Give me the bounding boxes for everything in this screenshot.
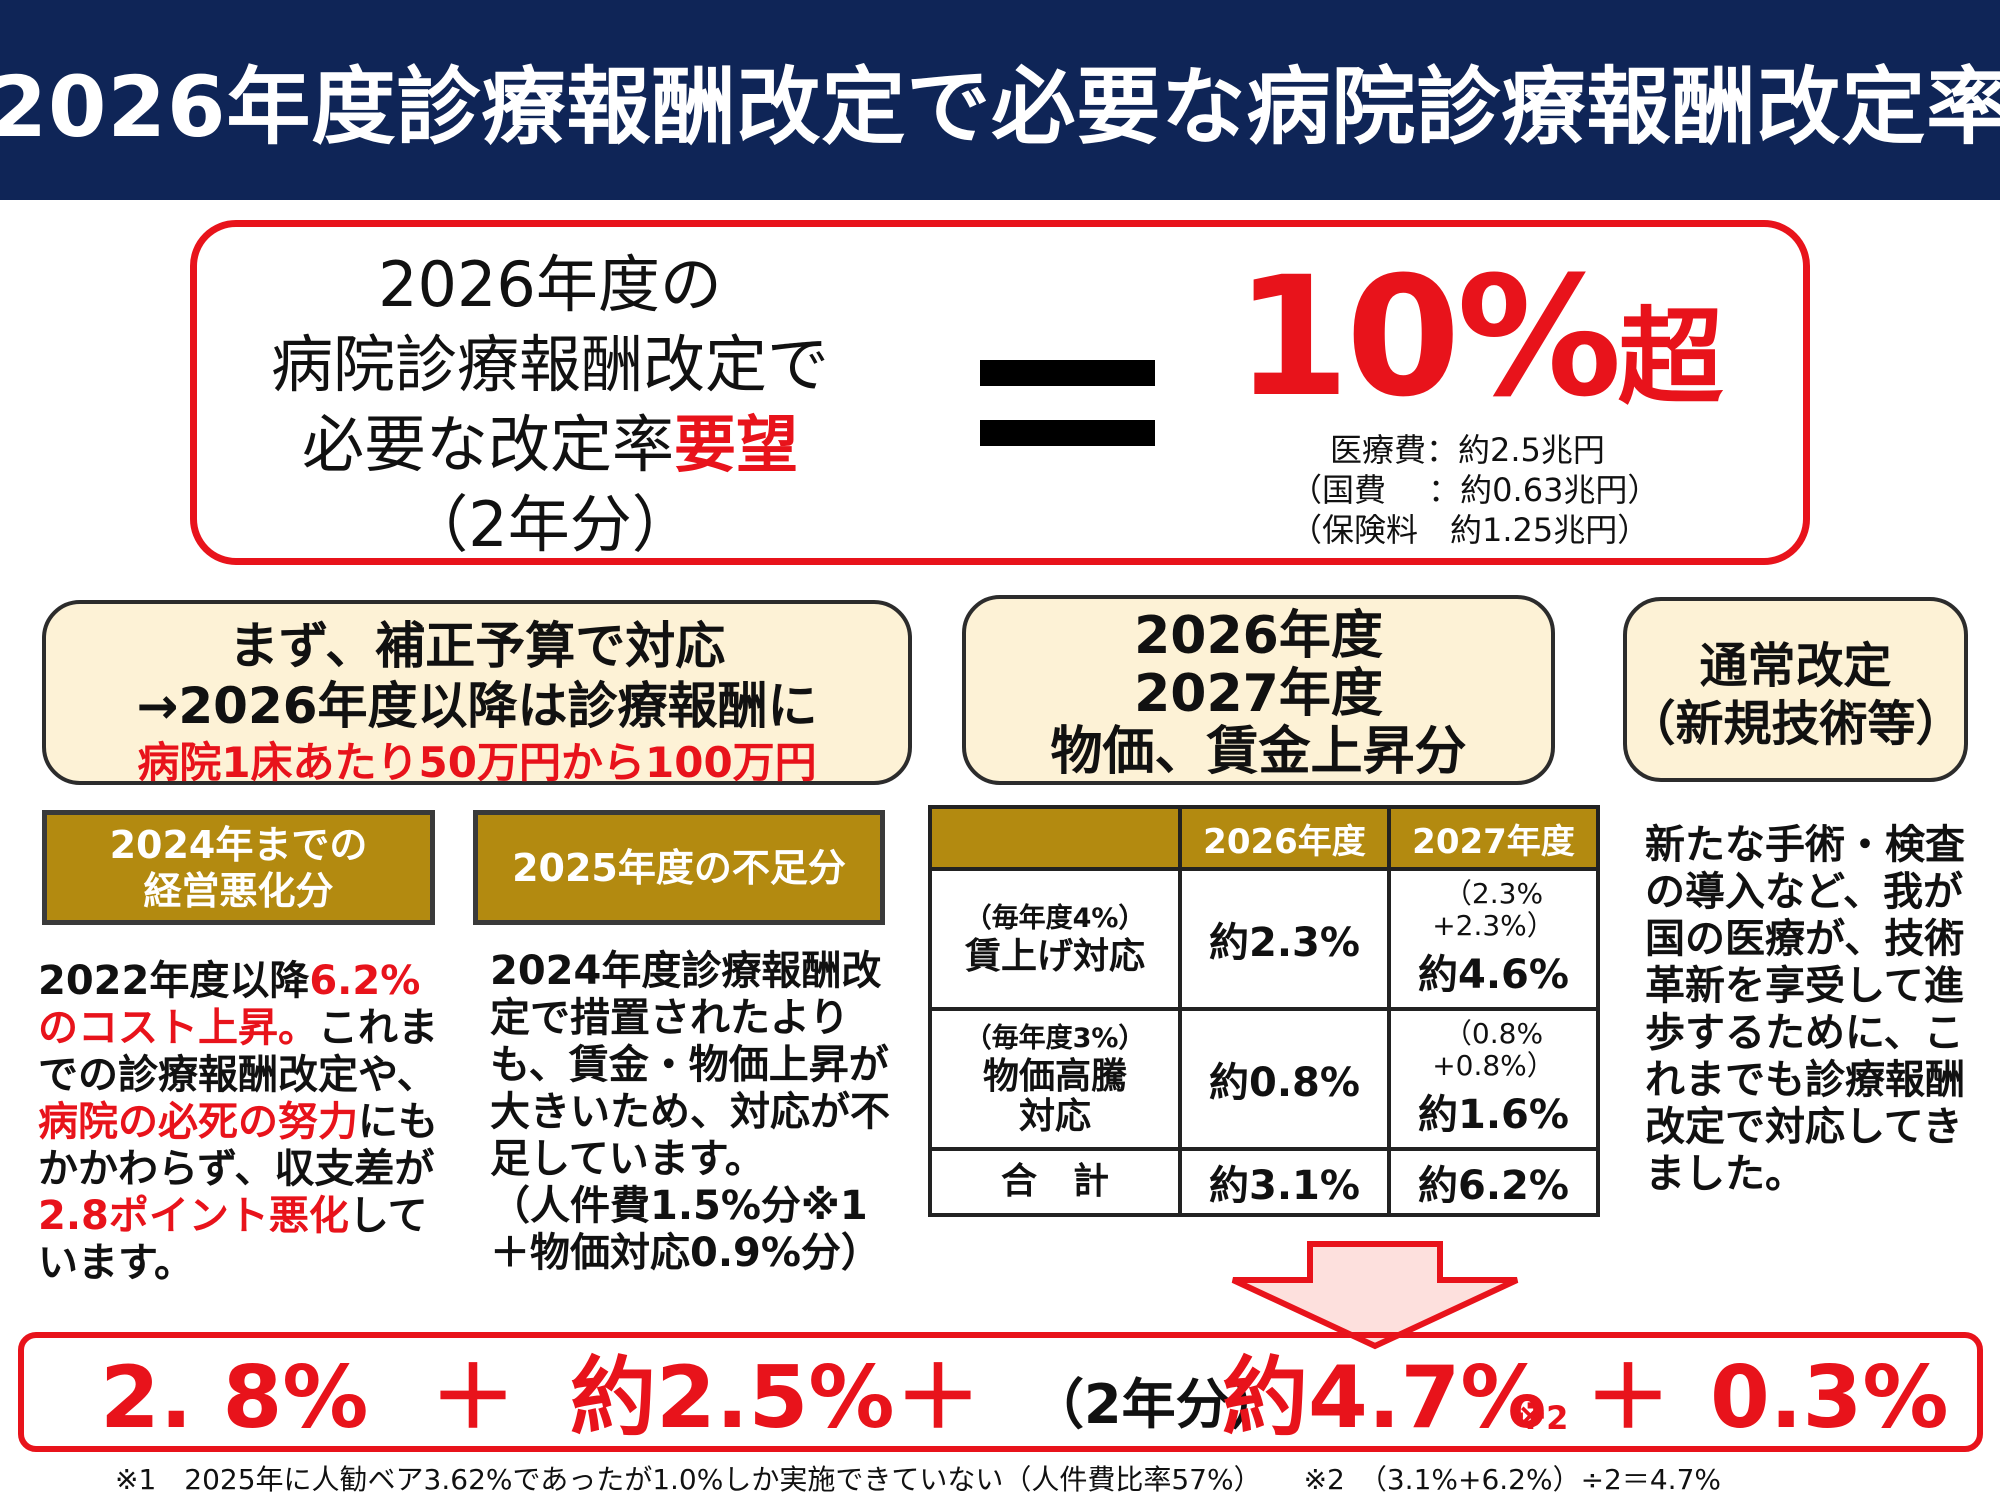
equals-sign <box>980 360 1155 480</box>
cost-line-insurance: （保険料 約1.25兆円） <box>1290 511 1650 549</box>
t2025-note: （人件費1.5%分※1 ＋物価対応0.9%分） <box>490 1183 881 1276</box>
row-label-price: （毎年度3%） 物価高騰 対応 <box>928 1007 1182 1151</box>
cell-total-2027: 約6.2% <box>1387 1147 1600 1217</box>
cost-breakdown: 医療費：約2.5兆円 （国費 ：約0.63兆円） （保険料 約1.25兆円） <box>1290 430 1659 550</box>
table-row: （毎年度3%） 物価高騰 対応 約0.8% （0.8% +0.8%） 約1.6% <box>928 1007 1600 1151</box>
required-rate-suffix: 超 <box>1617 297 1723 419</box>
cost-line-medical: 医療費：約2.5兆円 <box>1330 431 1605 469</box>
regular-revision-box: 通常改定 （新規技術等） <box>1623 597 1968 782</box>
row-sub-wage: （毎年度4%） <box>964 903 1146 934</box>
request-line-1: 2026年度の <box>378 248 722 321</box>
required-rate: 10%超 <box>1235 255 1723 420</box>
bukka-line-3: 物価、賃金上昇分 <box>1050 722 1467 782</box>
page-title: 2026年度診療報酬改定で必要な病院診療報酬改定率 <box>0 57 2000 156</box>
request-line-3a: 必要な改定率 <box>301 408 674 481</box>
label-2024-deterioration: 2024年までの 経営悪化分 <box>42 810 435 925</box>
t2024-p1: 2022年度以降 <box>38 958 310 1004</box>
cost-line-national: （国費 ：約0.63兆円） <box>1290 471 1660 509</box>
bukka-line-2: 2027年度 <box>1134 664 1383 724</box>
summary-note-2: ※2 <box>1515 1399 1569 1437</box>
row-label-total: 合 計 <box>928 1147 1182 1217</box>
required-rate-value: 10% <box>1235 241 1622 433</box>
hosei-line-2: →2026年度以降は診療報酬に <box>136 677 818 735</box>
equals-bar-top <box>980 360 1155 386</box>
wage-2027-note1: （2.3% <box>1443 877 1544 910</box>
supplementary-budget-box: まず、補正予算で対応 →2026年度以降は診療報酬に 病院1床あたり50万円から… <box>42 600 912 787</box>
wage-2027-note2: +2.3%） <box>1432 909 1555 942</box>
summary-value-1: 2. 8% <box>100 1348 369 1448</box>
hosei-line-1: まず、補正予算で対応 <box>228 617 726 675</box>
wage-2027-value: 約4.6% <box>1418 952 1569 998</box>
price-wage-box: 2026年度 2027年度 物価、賃金上昇分 <box>962 595 1555 785</box>
gold-2025-text: 2025年度の不足分 <box>512 845 846 890</box>
request-line-2: 病院診療報酬改定で <box>270 328 829 401</box>
summary-plus-3: ＋ <box>1585 1348 1671 1448</box>
row-label-wage: （毎年度4%） 賃上げ対応 <box>928 867 1182 1011</box>
t2024-p6: 2.8ポイント悪化 <box>38 1193 349 1239</box>
summary-value-3: 約4.7% <box>1222 1348 1547 1448</box>
request-description: 2026年度の 病院診療報酬改定で 必要な改定率要望 （2年分） <box>200 245 900 565</box>
t2025-body: 2024年度診療報酬改定で措置されたよりも、賃金・物価上昇が大きいため、対応が不… <box>490 948 890 1182</box>
summary-value-4: 0.3% <box>1710 1348 1949 1448</box>
t2024-p2: 6.2%のコスト上昇。 <box>38 958 421 1051</box>
footnote: ※1 2025年に人勧ベア3.62%であったが1.0%しか実施できていない（人件… <box>115 1463 1721 1496</box>
gold-2024-line-1: 2024年までの <box>109 822 368 867</box>
t2024-p5: にもかかわらず、収支差が <box>38 1099 438 1192</box>
request-keyword: 要望 <box>674 408 799 481</box>
tsujo-line-2: （新規技術等） <box>1627 696 1964 752</box>
row-sub-price: （毎年度3%） <box>964 1023 1146 1054</box>
rate-table: 2026年度 2027年度 （毎年度4%） 賃上げ対応 約2.3% （2.3% … <box>928 805 1600 1217</box>
text-2025-shortfall: 2024年度診療報酬改定で措置されたよりも、賃金・物価上昇が大きいため、対応が不… <box>490 948 900 1277</box>
text-2024-deterioration: 2022年度以降6.2%のコスト上昇。これまでの診療報酬改定や、病院の必死の努力… <box>38 958 458 1287</box>
table-header-2027: 2027年度 <box>1387 805 1600 871</box>
table-header-empty <box>928 805 1182 871</box>
row-main-price-b: 対応 <box>1018 1096 1091 1137</box>
request-rate-box <box>190 220 1810 565</box>
row-main-wage: 賃上げ対応 <box>964 936 1145 977</box>
table-row: （毎年度4%） 賃上げ対応 約2.3% （2.3% +2.3%） 約4.6% <box>928 867 1600 1011</box>
title-banner: 2026年度診療報酬改定で必要な病院診療報酬改定率 <box>0 0 2000 200</box>
t2024-p3: これまでの診療報酬改定や、 <box>38 1005 438 1098</box>
t2024-p7: しています。 <box>38 1193 428 1286</box>
price-2027-note2: +0.8%） <box>1432 1049 1555 1082</box>
price-2027-note1: （0.8% <box>1443 1017 1544 1050</box>
request-line-3: 必要な改定率要望 <box>200 405 900 485</box>
summary-plus-1: ＋ <box>430 1348 516 1448</box>
equals-bar-bottom <box>980 420 1155 446</box>
cell-total-2026: 約3.1% <box>1178 1147 1391 1217</box>
gold-2024-line-2: 経営悪化分 <box>143 868 334 913</box>
summary-two-year-prefix: （2年分） <box>1030 1373 1284 1436</box>
cell-wage-2027: （2.3% +2.3%） 約4.6% <box>1387 867 1600 1011</box>
cell-price-2026: 約0.8% <box>1178 1007 1391 1151</box>
request-line-4: （2年分） <box>406 488 694 561</box>
cell-price-2027: （0.8% +0.8%） 約1.6% <box>1387 1007 1600 1151</box>
tsujo-line-1: 通常改定 <box>1699 638 1892 694</box>
summary-value-2: 約2.5% <box>570 1348 895 1448</box>
summary-box <box>18 1332 1983 1452</box>
cell-wage-2026: 約2.3% <box>1178 867 1391 1011</box>
table-total-row: 合 計 約3.1% 約6.2% <box>928 1147 1600 1217</box>
table-header-row: 2026年度 2027年度 <box>928 805 1600 871</box>
hosei-line-3: 病院1床あたり50万円から100万円 <box>137 738 817 787</box>
down-arrow-icon <box>1231 1241 1519 1350</box>
table-header-2026: 2026年度 <box>1178 805 1391 871</box>
price-2027-value: 約1.6% <box>1418 1092 1569 1138</box>
bukka-line-1: 2026年度 <box>1134 606 1383 666</box>
text-regular-revision: 新たな手術・検査の導入など、我が国の医療が、技術革新を享受して進歩するために、こ… <box>1645 822 1965 1197</box>
t2024-p4: 病院の必死の努力 <box>38 1099 358 1145</box>
row-main-price-a: 物価高騰 <box>982 1056 1127 1097</box>
label-2025-shortfall: 2025年度の不足分 <box>473 810 885 925</box>
summary-plus-2: ＋ <box>895 1348 981 1448</box>
